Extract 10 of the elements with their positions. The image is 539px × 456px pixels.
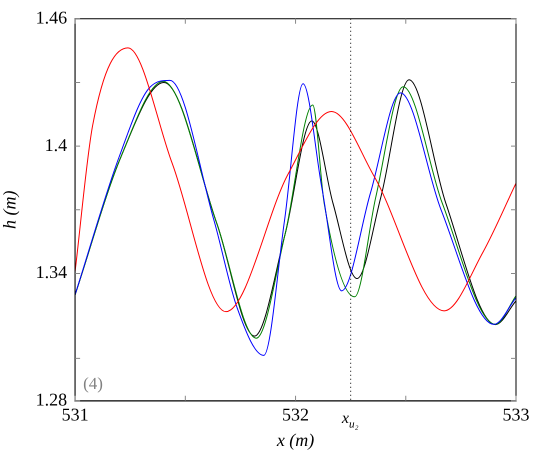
- annotation: (4): [83, 374, 103, 393]
- y-tick-label: 1.34: [36, 262, 68, 282]
- x-axis-title: x (m): [276, 430, 314, 450]
- y-tick-label: 1.4: [44, 134, 68, 155]
- x-tick-label: 532: [282, 404, 310, 424]
- y-axis-title: h (m): [0, 190, 20, 230]
- line-series: [75, 47, 516, 312]
- y-tick-label: 1.46: [36, 8, 68, 28]
- x-tick-label: 533: [502, 404, 530, 424]
- y-tick-label: 1.28: [36, 390, 68, 410]
